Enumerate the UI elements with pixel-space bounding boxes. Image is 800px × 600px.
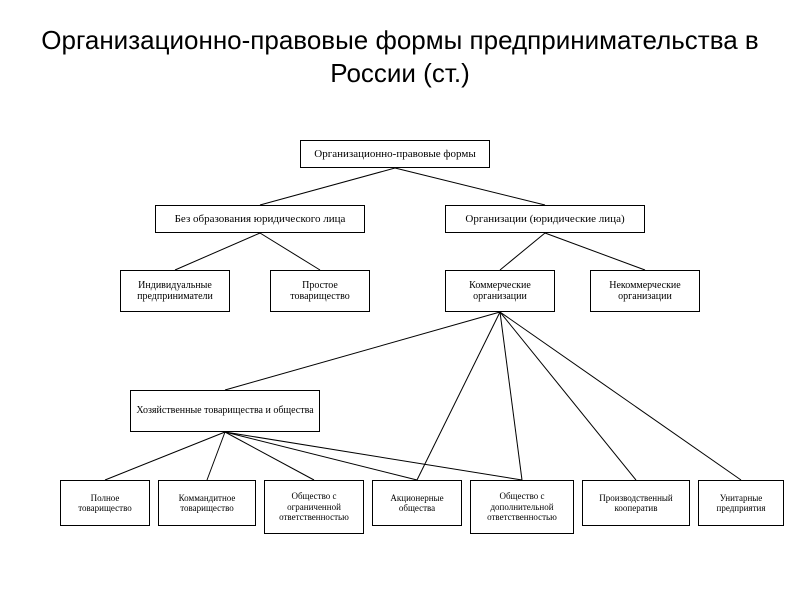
page-title: Организационно-правовые формы предприним… (0, 0, 800, 99)
edge-hoz-ao (225, 432, 417, 480)
edge-entity-noncom (545, 233, 645, 270)
edge-hoz-ooo (225, 432, 314, 480)
edge-entity-commerc (500, 233, 545, 270)
edge-hoz-odo (225, 432, 522, 480)
edge-root-noentity (260, 168, 395, 205)
node-ao: Акционерные общества (372, 480, 462, 526)
node-hoz: Хозяйственные товарищества и общества (130, 390, 320, 432)
node-indiv: Индивидуальные предприниматели (120, 270, 230, 312)
edge-commerc-hoz (225, 312, 500, 390)
edge-commerc-unitar (500, 312, 741, 480)
node-root: Организационно-правовые формы (300, 140, 490, 168)
edge-commerc-odo (500, 312, 522, 480)
edge-commerc-ao (417, 312, 500, 480)
edge-hoz-kommand (207, 432, 225, 480)
node-ooo: Общество с ограниченной ответственностью (264, 480, 364, 534)
edge-hoz-polnoe (105, 432, 225, 480)
node-noentity: Без образования юридического лица (155, 205, 365, 233)
node-entity: Организации (юридические лица) (445, 205, 645, 233)
node-noncom: Некоммерческие организации (590, 270, 700, 312)
edge-noentity-simple (260, 233, 320, 270)
node-polnoe: Полное товарищество (60, 480, 150, 526)
edge-noentity-indiv (175, 233, 260, 270)
node-kommand: Коммандитное товарищество (158, 480, 256, 526)
edge-root-entity (395, 168, 545, 205)
node-simple: Простое товарищество (270, 270, 370, 312)
node-coop: Производственный кооператив (582, 480, 690, 526)
node-unitar: Унитарные предприятия (698, 480, 784, 526)
node-odo: Общество с дополнительной ответственност… (470, 480, 574, 534)
node-commerc: Коммерческие организации (445, 270, 555, 312)
edge-commerc-coop (500, 312, 636, 480)
